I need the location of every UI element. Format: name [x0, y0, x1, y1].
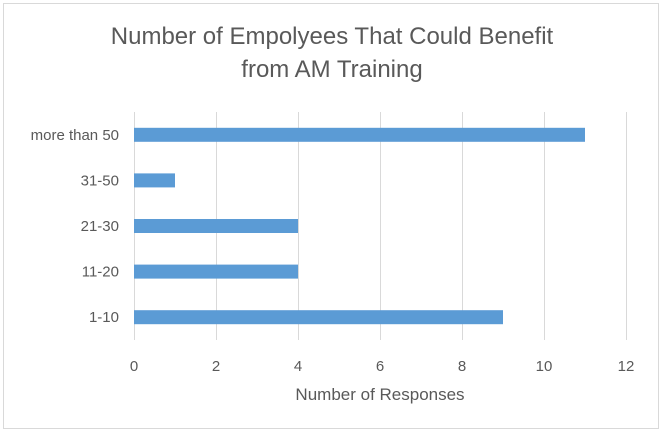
bar-1-10 — [134, 310, 503, 325]
bars — [134, 127, 585, 325]
bar-more-than-50 — [134, 127, 585, 142]
x-tick-label: 8 — [458, 358, 466, 375]
x-tick-label: 2 — [212, 358, 220, 375]
bar-21-30 — [134, 219, 298, 233]
category-label: 31-50 — [81, 172, 119, 189]
gridlines — [134, 112, 627, 340]
x-tick-labels: 0 2 4 6 8 10 12 — [130, 358, 635, 375]
x-tick-label: 6 — [376, 358, 384, 375]
chart-title-line-2: from AM Training — [241, 56, 423, 83]
bar-31-50 — [134, 173, 175, 188]
chart-title-line-1: Number of Empolyees That Could Benefit — [110, 23, 554, 50]
category-label: 21-30 — [81, 218, 119, 235]
x-tick-label: 12 — [618, 358, 635, 375]
x-tick-label: 0 — [130, 358, 138, 375]
category-label: more than 50 — [31, 127, 119, 144]
x-axis-title: Number of Responses — [295, 385, 464, 404]
category-labels: 1-10 11-20 21-30 31-50 more than 50 — [31, 127, 119, 326]
category-label: 1-10 — [89, 309, 119, 326]
x-tick-label: 10 — [536, 358, 553, 375]
chart-area — [3, 3, 659, 429]
chart-title: Number of Empolyees That Could Benefit f… — [0, 20, 664, 86]
x-tick-label: 4 — [294, 358, 302, 375]
bar-11-20 — [134, 264, 298, 279]
category-label: 11-20 — [82, 264, 119, 281]
